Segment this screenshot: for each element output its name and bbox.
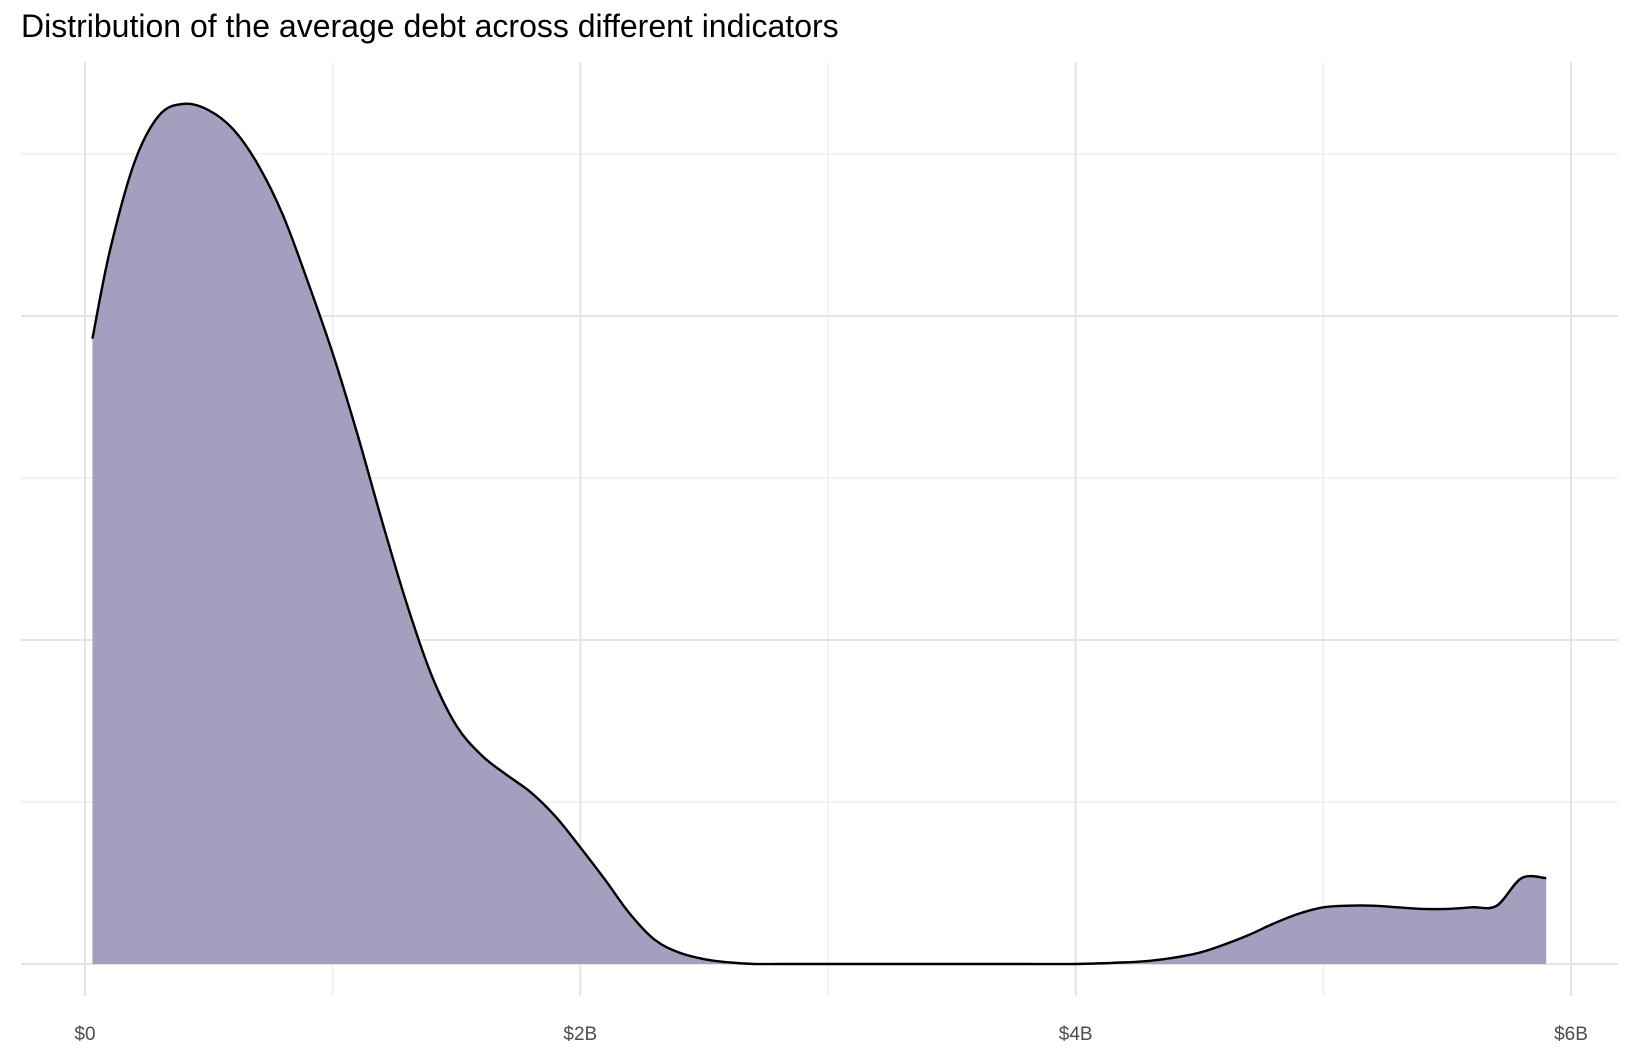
x-tick-label: $0 — [74, 1024, 95, 1045]
density-area — [92, 103, 1547, 965]
x-tick-label: $6B — [1554, 1024, 1588, 1045]
chart-title: Distribution of the average debt across … — [21, 8, 839, 44]
x-tick-label: $4B — [1059, 1024, 1093, 1045]
x-axis-tick-labels: $0 $2B $4B $6B — [74, 1024, 1587, 1045]
x-tick-label: $2B — [563, 1024, 597, 1045]
density-series — [91, 102, 1547, 966]
density-line — [91, 102, 1547, 966]
